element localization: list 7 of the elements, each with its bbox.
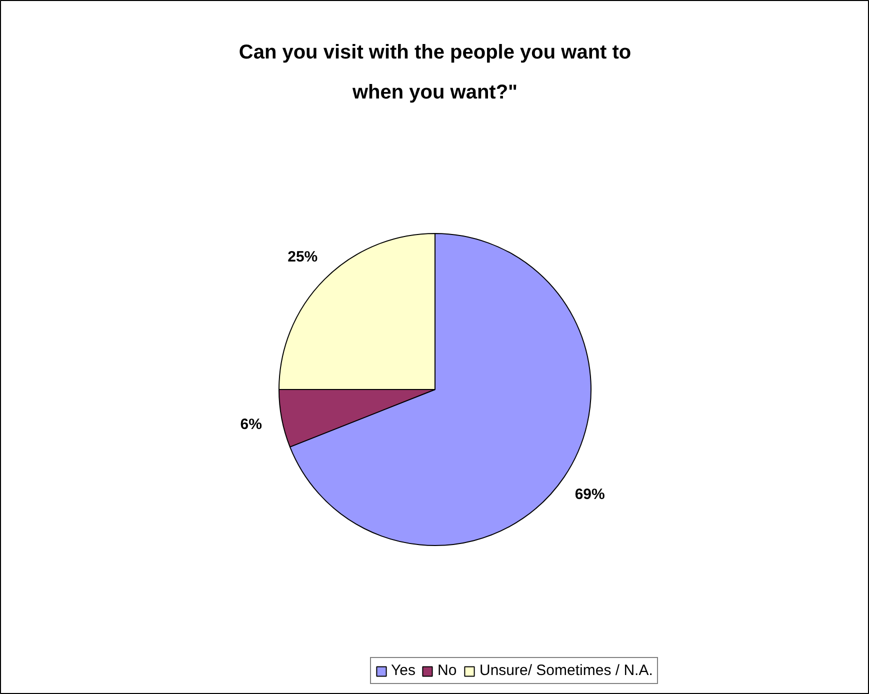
- data-label: 6%: [240, 416, 262, 434]
- data-label: 25%: [288, 248, 318, 266]
- chart-title: Can you visit with the people you want to when you want?": [238, 42, 632, 104]
- data-label: 69%: [574, 486, 605, 504]
- legend-label: Unsure/ Sometimes / N.A.: [479, 662, 653, 679]
- legend-label: No: [437, 662, 458, 679]
- legend-label: Yes: [391, 662, 416, 679]
